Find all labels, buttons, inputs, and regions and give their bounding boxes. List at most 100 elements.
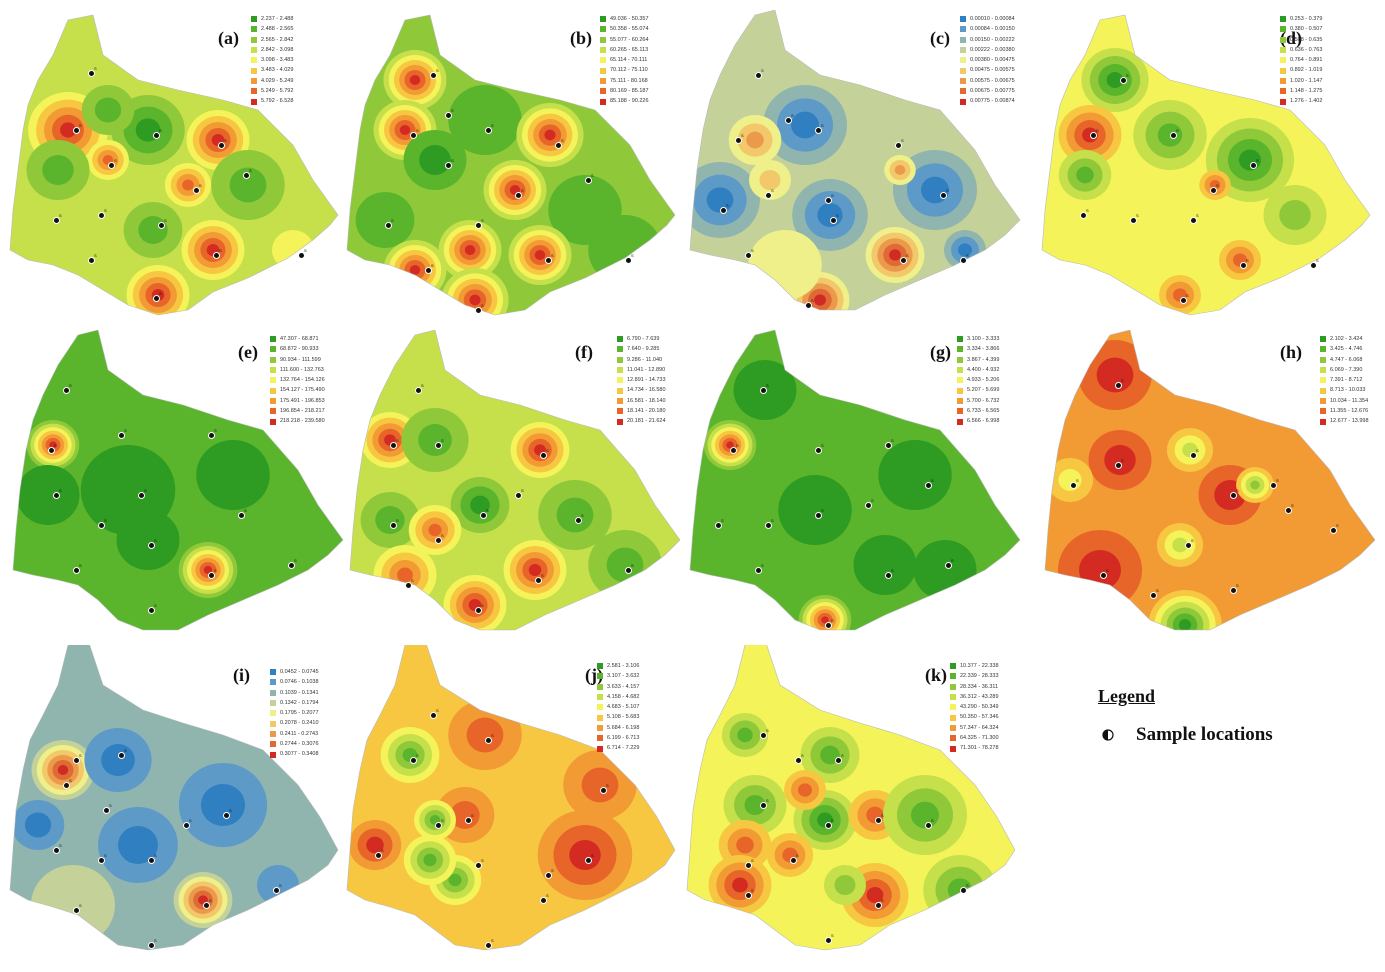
legend-range-text: 9.286 - 11.040 [627,356,663,363]
sample-location-marker: S [183,818,201,830]
sample-point-icon [745,252,752,259]
sample-location-marker: S [865,498,883,510]
sample-location-marker: S [1115,458,1133,470]
legend-class-row: 175.491 - 196.853 [270,396,325,406]
contour-zone [355,192,415,248]
legend-class-row: 80.169 - 85.187 [600,86,649,96]
sample-point-icon [925,482,932,489]
sample-location-marker: S [108,158,126,170]
sample-point-label: S [1096,128,1099,133]
sample-location-marker: S [1240,258,1258,270]
legend-swatch [600,67,606,74]
contour-zone [448,873,462,887]
sample-point-icon [875,817,882,824]
legend-swatch [270,720,276,727]
sample-point-icon [760,732,767,739]
legend-swatch [600,36,606,43]
legend-swatch [960,26,966,33]
contour-zone [726,441,734,449]
sample-location-marker: S [405,578,423,590]
sample-point-icon [73,907,80,914]
sample-location-marker: S [825,933,843,945]
class-legend: 10.377 - 22.338 22.339 - 28.333 28.334 - 3… [950,661,999,754]
contour-zone [834,875,856,895]
sample-point-label: S [751,248,754,253]
sample-point-icon [765,522,772,529]
legend-swatch [957,377,963,384]
contour-zone [1172,537,1188,553]
sample-point-label: S [154,603,157,608]
sample-point-icon [815,127,822,134]
legend-class-row: 0.636 - 0.763 [1280,45,1322,55]
sample-point-label: S [841,753,844,758]
sample-point-label: S [951,558,954,563]
legend-range-text: 0.2078 - 0.2410 [280,720,319,727]
legend-range-text: 3.867 - 4.399 [967,356,1000,363]
legend-swatch [957,367,963,374]
map-panel-j: S S S S S S S S S S S S (j) 2.581 - 3.106 3.107 - 3.63… [345,645,685,955]
legend-range-text: 2.581 - 3.106 [607,663,640,669]
legend-range-text: 1.148 - 1.275 [1290,88,1323,95]
legend-class-row: 0.380 - 0.507 [1280,24,1322,34]
sample-point-label: S [481,858,484,863]
sample-point-label: S [421,383,424,388]
class-legend: 6.790 - 7.639 7.640 - 9.285 9.286 - 11.040… [617,334,666,427]
legend-range-text: 0.0746 - 0.1038 [280,679,319,686]
legend-range-text: 0.00775 - 0.00874 [970,98,1015,105]
legend-item-sample-locations: Sample locations [1102,724,1273,746]
contour-zone [736,836,754,854]
legend-class-row: 4.747 - 6.068 [1320,355,1369,365]
sample-point-icon [575,517,582,524]
legend-range-text: 4.029 - 5.249 [261,77,294,84]
sample-point-label: S [1076,478,1079,483]
legend-swatch [600,88,606,95]
sample-point-icon [885,572,892,579]
sample-point-icon [730,447,737,454]
contour-zone [419,145,451,175]
map-panel-f: S S S S S S S S S S S S S (f) 6.790 - 7.639 7.640 - 9.2… [345,330,685,640]
legend-range-text: 49.036 - 50.357 [610,16,649,22]
sample-location-marker: S [153,128,171,140]
sample-point-label: S [766,383,769,388]
sample-point-icon [1285,507,1292,514]
sample-location-marker: S [945,558,963,570]
contour-zone [42,155,74,185]
sample-point-icon [540,897,547,904]
legend-range-text: 2.488 - 2.565 [261,26,294,33]
sample-point-icon [223,812,230,819]
legend-class-row: 20.181 - 21.624 [617,416,666,426]
legend-swatch [251,47,257,54]
contour-zone [399,125,411,135]
sample-point-icon [465,817,472,824]
legend-swatch [597,735,603,742]
sample-location-marker: S [158,218,176,230]
sample-point-icon [515,492,522,499]
legend-class-row: 7.391 - 8.712 [1320,375,1369,385]
legend-swatch [1280,36,1286,43]
sample-point-label: S [931,478,934,483]
sample-point-label: S [481,603,484,608]
sample-point-icon [1240,262,1247,269]
sample-point-label: S [451,108,454,113]
legend-range-text: 4.158 - 4.682 [607,693,640,700]
sample-point-icon [900,257,907,264]
sample-point-label: S [821,123,824,128]
sample-point-icon [73,127,80,134]
contour-zone [911,801,939,829]
legend-class-row: 3.107 - 3.632 [597,671,639,681]
sample-point-label: S [801,753,804,758]
legend-range-text: 57.347 - 64.324 [960,724,999,731]
legend-range-text: 68.872 - 90.933 [280,346,319,353]
contour-zone [1076,166,1094,184]
sample-point-label: S [1246,258,1249,263]
sample-point-icon [410,757,417,764]
legend-swatch [251,16,257,23]
contour-zone [746,131,764,149]
sample-location-marker: S [795,753,813,765]
sample-point-label: S [79,753,82,758]
legend-swatch [270,710,276,717]
sample-point-label: S [471,813,474,818]
sample-point-icon [945,562,952,569]
sample-point-icon [158,222,165,229]
sample-point-icon [815,447,822,454]
